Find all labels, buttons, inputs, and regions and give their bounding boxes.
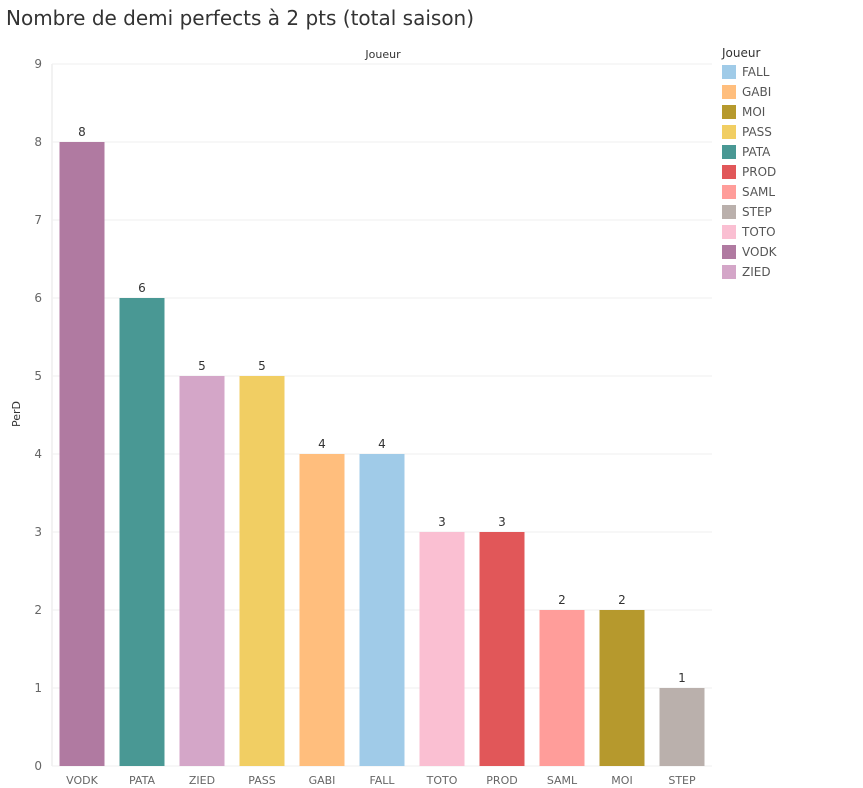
bar-moi[interactable] <box>599 610 645 766</box>
x-tick-label: GABI <box>309 774 336 787</box>
y-tick-label: 0 <box>34 759 42 773</box>
legend-item[interactable]: PATA <box>722 142 777 162</box>
x-axis: VODK PATA ZIED PASS GABI FALL TOTO PROD SAML MOI S… <box>66 774 696 787</box>
legend-label: PROD <box>742 165 777 179</box>
legend-label: TOTO <box>742 225 776 239</box>
bar-vodk[interactable] <box>59 142 105 766</box>
legend-item[interactable]: PASS <box>722 122 777 142</box>
legend-swatch <box>722 105 736 119</box>
legend-item[interactable]: VODK <box>722 242 777 262</box>
legend-label: STEP <box>742 205 772 219</box>
legend-swatch <box>722 165 736 179</box>
legend-item[interactable]: PROD <box>722 162 777 182</box>
x-tick-label: PASS <box>248 774 275 787</box>
bar-pata[interactable] <box>119 298 165 766</box>
data-label: 5 <box>258 359 266 373</box>
data-label: 4 <box>318 437 326 451</box>
legend-swatch <box>722 185 736 199</box>
legend-item[interactable]: ZIED <box>722 262 777 282</box>
legend-item[interactable]: STEP <box>722 202 777 222</box>
legend-label: ZIED <box>742 265 771 279</box>
legend-swatch <box>722 145 736 159</box>
x-tick-label: ZIED <box>189 774 215 787</box>
legend-item[interactable]: TOTO <box>722 222 777 242</box>
legend-label: MOI <box>742 105 766 119</box>
data-labels: 8 6 5 5 4 4 3 3 2 2 1 <box>78 125 686 685</box>
x-tick-label: STEP <box>668 774 696 787</box>
data-label: 5 <box>198 359 206 373</box>
legend-label: SAML <box>742 185 776 199</box>
legend-swatch <box>722 125 736 139</box>
y-axis-title: PerD <box>10 401 23 427</box>
x-tick-label: MOI <box>611 774 632 787</box>
legend-item[interactable]: FALL <box>722 62 777 82</box>
legend-label: PASS <box>742 125 772 139</box>
y-tick-label: 5 <box>34 369 42 383</box>
legend-swatch <box>722 205 736 219</box>
legend-swatch <box>722 85 736 99</box>
y-tick-label: 2 <box>34 603 42 617</box>
y-tick-label: 4 <box>34 447 42 461</box>
y-tick-label: 7 <box>34 213 42 227</box>
y-tick-label: 8 <box>34 135 42 149</box>
x-tick-label: PATA <box>129 774 155 787</box>
y-tick-label: 6 <box>34 291 42 305</box>
legend-label: VODK <box>742 245 777 259</box>
bars <box>59 142 705 766</box>
legend-label: PATA <box>742 145 771 159</box>
y-tick-label: 9 <box>34 57 42 71</box>
data-label: 1 <box>678 671 686 685</box>
y-axis: 0 1 2 3 4 5 6 7 8 9 <box>34 57 42 773</box>
legend-item[interactable]: SAML <box>722 182 777 202</box>
data-label: 2 <box>618 593 626 607</box>
y-tick-label: 3 <box>34 525 42 539</box>
chart-title: Nombre de demi perfects à 2 pts (total s… <box>6 6 475 30</box>
x-tick-label: PROD <box>486 774 517 787</box>
legend: Joueur FALL GABI MOI PASS PATA PROD SAML STEP TO… <box>722 46 777 282</box>
bar-gabi[interactable] <box>299 454 345 766</box>
x-tick-label: VODK <box>66 774 98 787</box>
legend-swatch <box>722 245 736 259</box>
data-label: 3 <box>498 515 506 529</box>
legend-item[interactable]: GABI <box>722 82 777 102</box>
bar-pass[interactable] <box>239 376 285 766</box>
x-tick-label: FALL <box>369 774 395 787</box>
x-tick-label: SAML <box>547 774 578 787</box>
bar-step[interactable] <box>659 688 705 766</box>
data-label: 6 <box>138 281 146 295</box>
legend-swatch <box>722 65 736 79</box>
bar-zied[interactable] <box>179 376 225 766</box>
legend-title: Joueur <box>722 46 761 60</box>
data-label: 2 <box>558 593 566 607</box>
column-header: Joueur <box>364 48 401 61</box>
legend-label: GABI <box>742 85 772 99</box>
data-label: 4 <box>378 437 386 451</box>
x-tick-label: TOTO <box>426 774 458 787</box>
legend-swatch <box>722 265 736 279</box>
legend-swatch <box>722 225 736 239</box>
bar-prod[interactable] <box>479 532 525 766</box>
legend-label: FALL <box>742 65 770 79</box>
bar-fall[interactable] <box>359 454 405 766</box>
legend-item[interactable]: MOI <box>722 102 777 122</box>
y-tick-label: 1 <box>34 681 42 695</box>
bar-saml[interactable] <box>539 610 585 766</box>
data-label: 8 <box>78 125 86 139</box>
bar-toto[interactable] <box>419 532 465 766</box>
data-label: 3 <box>438 515 446 529</box>
